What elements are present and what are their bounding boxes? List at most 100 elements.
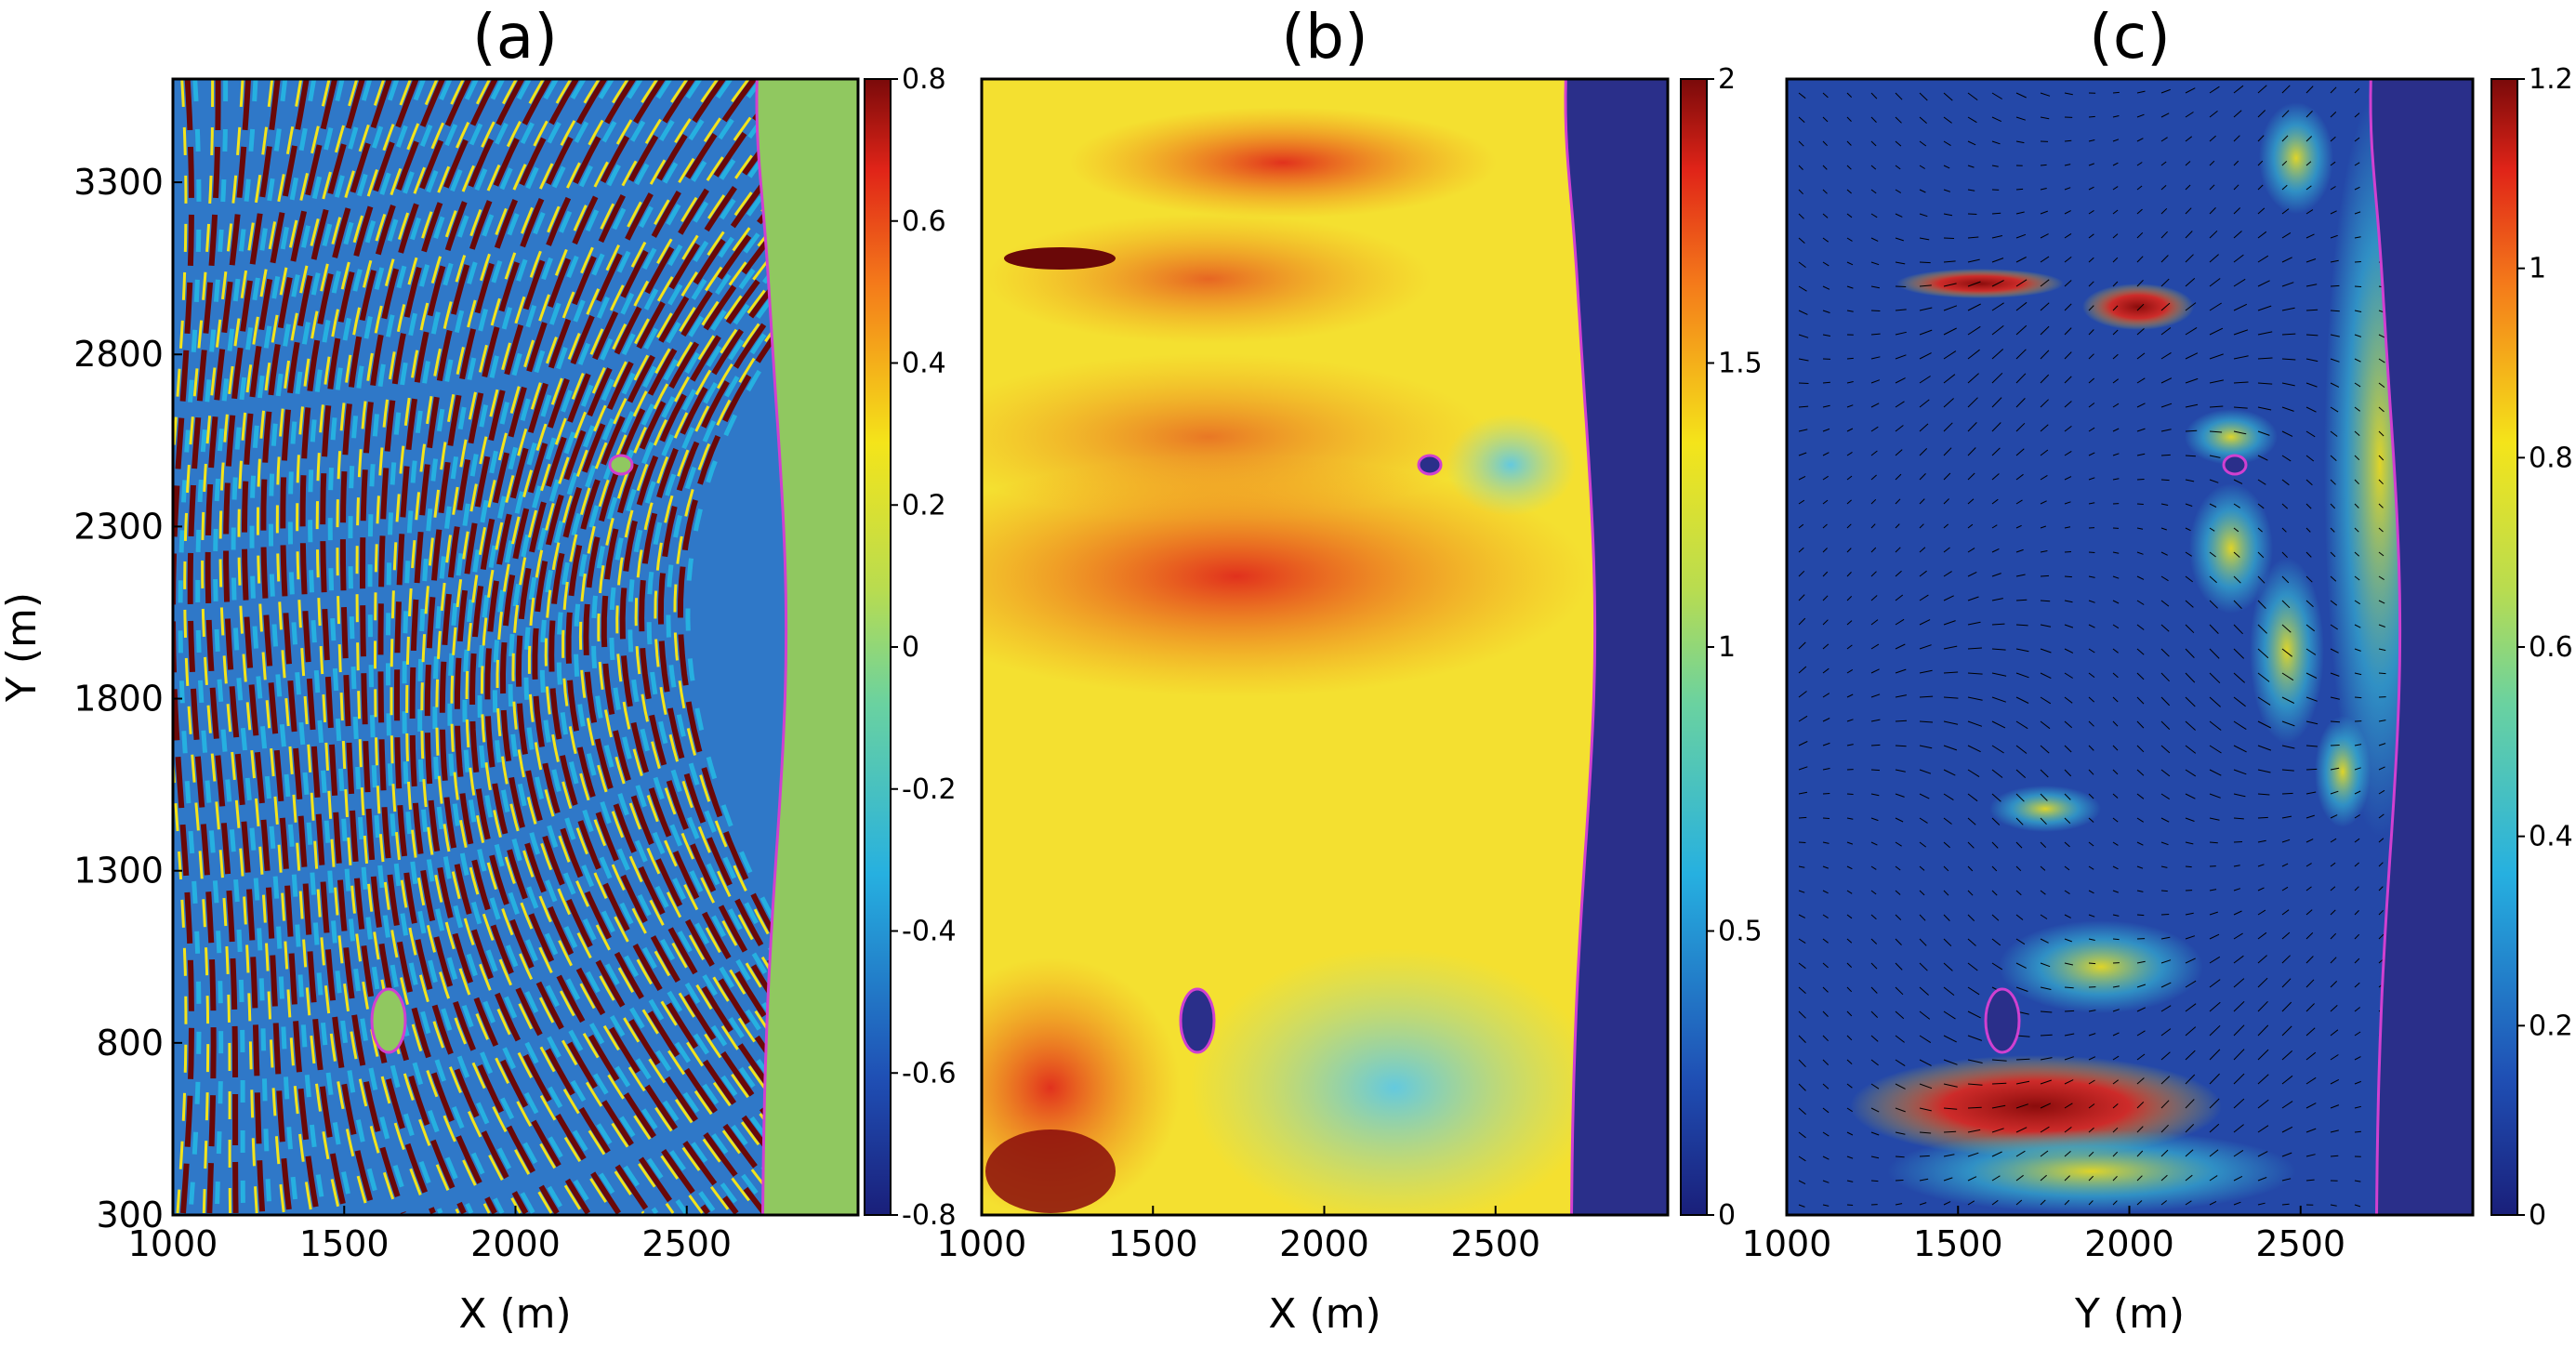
velocity-vector	[1822, 428, 1830, 432]
velocity-vector	[2209, 817, 2220, 821]
velocity-vector	[2160, 696, 2171, 707]
velocity-vector	[2040, 865, 2046, 871]
velocity-vector	[2378, 813, 2384, 819]
velocity-vector	[2281, 257, 2292, 263]
velocity-vector	[1991, 302, 2004, 311]
velocity-vector	[1919, 1059, 1932, 1066]
velocity-vector	[1943, 1154, 1955, 1157]
velocity-vector	[2281, 184, 2288, 191]
velocity-vector	[1798, 92, 1806, 99]
velocity-vector	[1991, 92, 2002, 99]
velocity-vector	[1870, 595, 1878, 601]
velocity-vector	[1822, 475, 1829, 481]
velocity-vector	[1991, 422, 2001, 432]
velocity-vector	[1943, 189, 1951, 192]
velocity-vector	[1895, 1131, 1906, 1135]
velocity-vector	[2015, 116, 2026, 121]
velocity-vector	[2185, 184, 2191, 191]
wave-trough	[178, 79, 202, 1214]
velocity-vector	[2064, 376, 2072, 384]
velocity-vector	[2305, 334, 2318, 337]
velocity-vector	[2160, 720, 2171, 730]
velocity-vector	[1846, 572, 1852, 577]
velocity-vector	[2160, 403, 2173, 408]
velocity-vector	[2185, 527, 2191, 532]
velocity-vector	[2112, 453, 2120, 456]
velocity-vector	[1919, 890, 1925, 896]
velocity-vector	[2354, 430, 2360, 436]
velocity-vector	[2305, 696, 2318, 702]
velocity-vector	[1895, 331, 1907, 336]
velocity-vector	[2257, 745, 2272, 751]
panel-c-island-north	[2222, 454, 2248, 476]
velocity-vector	[1919, 695, 1934, 698]
velocity-vector	[2015, 257, 2027, 263]
velocity-vector	[2160, 841, 2169, 846]
velocity-vector	[2378, 789, 2385, 795]
wave-crest-fringe	[275, 79, 359, 1214]
velocity-vector	[1870, 356, 1881, 360]
velocity-vector	[2378, 575, 2384, 581]
velocity-vector	[2160, 454, 2171, 456]
velocity-vector	[1798, 547, 1804, 553]
velocity-vector	[1798, 914, 1806, 918]
velocity-vector	[2064, 575, 2072, 578]
velocity-vector	[1870, 841, 1878, 846]
velocity-vector	[2233, 85, 2244, 94]
velocity-vector	[2281, 160, 2288, 166]
velocity-vector	[2064, 210, 2071, 215]
velocity-vector	[1822, 817, 1830, 819]
velocity-vector	[2257, 672, 2270, 682]
velocity-vector	[2088, 139, 2095, 142]
velocity-vector	[1846, 865, 1853, 870]
velocity-vector	[1943, 595, 1954, 601]
velocity-vector	[2281, 333, 2296, 336]
velocity-vector	[1798, 285, 1807, 292]
velocity-vector	[2305, 979, 2315, 988]
velocity-vector	[1798, 1059, 1806, 1068]
velocity-vector	[2305, 1154, 2316, 1157]
velocity-vector	[2305, 768, 2318, 771]
velocity-vector	[2088, 962, 2096, 965]
velocity-vector	[1822, 452, 1830, 456]
velocity-vector	[1895, 140, 1902, 147]
velocity-vector	[2233, 430, 2247, 435]
velocity-vector	[1991, 372, 2003, 384]
velocity-vector	[1870, 450, 1878, 456]
velocity-vector	[1870, 769, 1881, 772]
velocity-vector	[1943, 1035, 1957, 1043]
velocity-vector	[2015, 1080, 2030, 1085]
velocity-vector	[2185, 696, 2196, 707]
velocity-vector	[1991, 165, 1999, 167]
velocity-vector	[2112, 478, 2120, 481]
velocity-vector	[2330, 886, 2336, 891]
velocity-vector	[1822, 667, 1830, 674]
velocity-vector	[2257, 255, 2269, 263]
wave-trough	[327, 79, 426, 1214]
velocity-vector	[2160, 503, 2169, 506]
velocity-vector	[2185, 1124, 2195, 1133]
velocity-vector	[1846, 1107, 1853, 1113]
wave-crest-fringe	[390, 79, 522, 1214]
velocity-vector	[2305, 111, 2313, 118]
speed-patch	[2259, 102, 2333, 214]
velocity-vector	[1991, 116, 2002, 123]
velocity-vector	[1895, 354, 1907, 360]
velocity-vector	[2209, 353, 2224, 360]
velocity-vector	[2281, 978, 2292, 988]
velocity-vector	[2064, 327, 2072, 336]
velocity-vector	[1919, 938, 1927, 946]
velocity-vector	[2281, 527, 2287, 533]
velocity-vector	[2378, 862, 2384, 867]
velocity-vector	[2160, 207, 2168, 215]
velocity-vector	[2136, 551, 2144, 555]
velocity-vector	[1919, 237, 1930, 241]
velocity-vector	[1798, 938, 1806, 944]
velocity-vector	[2160, 1149, 2169, 1157]
velocity-vector	[2112, 745, 2119, 751]
velocity-vector	[2088, 209, 2094, 215]
velocity-vector	[2136, 696, 2145, 705]
velocity-vector	[2088, 403, 2095, 408]
velocity-vector	[1798, 1010, 1806, 1019]
velocity-vector	[1798, 1131, 1806, 1139]
